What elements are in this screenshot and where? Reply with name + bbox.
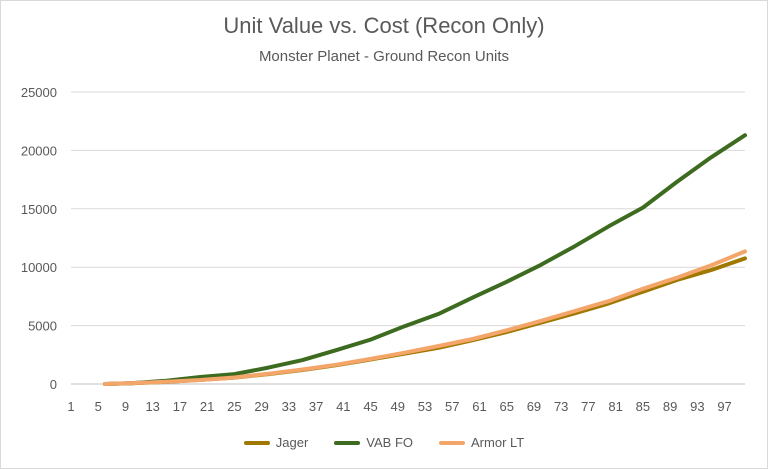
legend-item: VAB FO xyxy=(334,435,413,450)
legend-swatch xyxy=(439,440,466,445)
legend-swatch xyxy=(334,440,361,445)
series-line-armor-lt xyxy=(103,249,747,386)
x-tick-label: 65 xyxy=(499,399,513,414)
legend-label: VAB FO xyxy=(366,435,414,450)
legend-item: Armor LT xyxy=(439,435,524,450)
chart-title: Unit Value vs. Cost (Recon Only) xyxy=(223,13,545,38)
x-tick-label: 5 xyxy=(95,399,102,414)
x-tick-label: 61 xyxy=(472,399,486,414)
y-axis-ticks: 0 5000 10000 15000 20000 25000 xyxy=(21,85,57,392)
x-tick-label: 53 xyxy=(418,399,432,414)
x-tick-label: 41 xyxy=(336,399,350,414)
x-tick-label: 73 xyxy=(554,399,568,414)
legend-swatch xyxy=(243,440,270,445)
y-tick-label: 25000 xyxy=(21,85,57,100)
series-line-jager xyxy=(103,256,747,386)
series-lines xyxy=(103,133,747,386)
x-tick-label: 93 xyxy=(690,399,704,414)
x-tick-label: 57 xyxy=(445,399,459,414)
x-tick-label: 49 xyxy=(391,399,405,414)
x-tick-label: 81 xyxy=(608,399,622,414)
y-tick-label: 10000 xyxy=(21,260,57,275)
x-tick-label: 45 xyxy=(363,399,377,414)
x-tick-label: 17 xyxy=(173,399,187,414)
x-tick-label: 77 xyxy=(581,399,595,414)
legend-label: Jager xyxy=(275,435,309,450)
legend-label: Armor LT xyxy=(471,435,525,450)
y-tick-label: 15000 xyxy=(21,202,57,217)
x-tick-label: 25 xyxy=(227,399,241,414)
x-tick-label: 85 xyxy=(636,399,650,414)
x-tick-label: 29 xyxy=(254,399,268,414)
x-tick-label: 13 xyxy=(145,399,159,414)
y-tick-label: 0 xyxy=(50,377,57,392)
series-line-vab-fo xyxy=(103,133,747,386)
x-tick-label: 1 xyxy=(67,399,74,414)
legend: Jager VAB FO Armor LT xyxy=(1,435,767,450)
chart-subtitle: Monster Planet - Ground Recon Units xyxy=(258,48,510,65)
x-tick-label: 37 xyxy=(309,399,323,414)
gridlines xyxy=(71,91,745,385)
x-tick-label: 89 xyxy=(663,399,677,414)
x-tick-label: 9 xyxy=(122,399,129,414)
y-tick-label: 20000 xyxy=(21,143,57,158)
legend-item: Jager xyxy=(243,435,309,450)
x-axis-ticks: 1 5 9 13 17 21 25 29 33 37 41 45 49 53 57 61 65 69 73 77 81 8… xyxy=(67,399,731,414)
x-tick-label: 21 xyxy=(200,399,214,414)
x-tick-label: 33 xyxy=(282,399,296,414)
y-tick-label: 5000 xyxy=(28,319,57,334)
x-tick-label: 97 xyxy=(717,399,731,414)
x-tick-label: 69 xyxy=(527,399,541,414)
